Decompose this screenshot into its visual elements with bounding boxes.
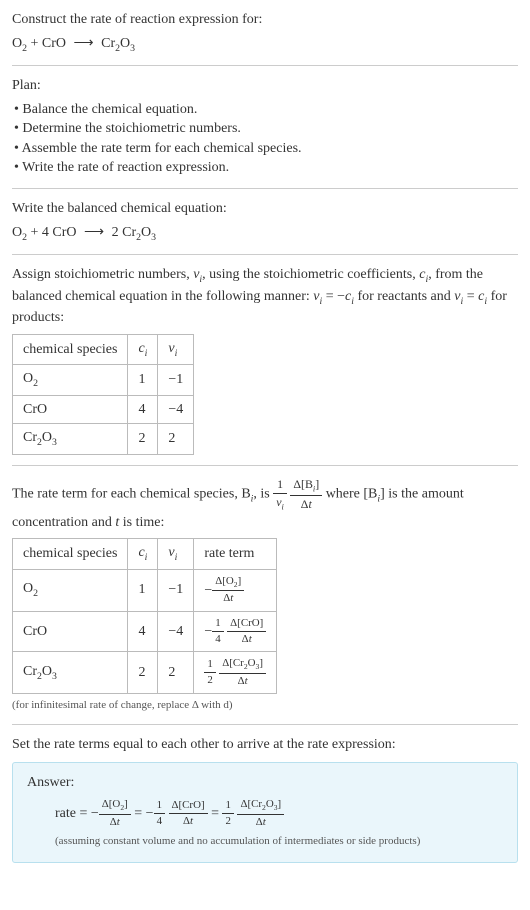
- col-vi: νi: [158, 334, 194, 365]
- col-ci: ci: [128, 334, 158, 365]
- cell-term: −14 Δ[CrO]Δt: [194, 611, 277, 652]
- table-row: O2 1 −1 −Δ[O2]Δt: [13, 569, 277, 611]
- answer-note: (assuming constant volume and no accumul…: [55, 834, 503, 849]
- cell-c: 1: [128, 569, 158, 611]
- rateterm-intro: The rate term for each chemical species,…: [12, 476, 518, 532]
- plan-item: Assemble the rate term for each chemical…: [14, 139, 518, 159]
- answer-label: Answer:: [27, 773, 503, 793]
- cell-v: −1: [158, 365, 194, 396]
- col-rate-term: rate term: [194, 539, 277, 570]
- prompt-text: Construct the rate of reaction expressio…: [12, 10, 518, 30]
- cell-v: −4: [158, 395, 194, 424]
- cell-c: 4: [128, 611, 158, 652]
- stoich-intro: Assign stoichiometric numbers, νi, using…: [12, 265, 518, 328]
- cell-c: 2: [128, 652, 158, 694]
- cell-term: 12 Δ[Cr2O3]Δt: [194, 652, 277, 694]
- plan-section: Plan: Balance the chemical equation. Det…: [12, 76, 518, 178]
- plan-list: Balance the chemical equation. Determine…: [12, 100, 518, 178]
- divider: [12, 254, 518, 255]
- cell-species: CrO: [13, 611, 128, 652]
- prompt-section: Construct the rate of reaction expressio…: [12, 10, 518, 55]
- cell-v: 2: [158, 652, 194, 694]
- col-species: chemical species: [13, 539, 128, 570]
- cell-species: Cr2O3: [13, 424, 128, 455]
- table-row: O2 1 −1: [13, 365, 194, 396]
- rateterm-section: The rate term for each chemical species,…: [12, 476, 518, 714]
- cell-species: O2: [13, 365, 128, 396]
- stoich-table: chemical species ci νi O2 1 −1 CrO 4 −4 …: [12, 334, 194, 455]
- col-ci: ci: [128, 539, 158, 570]
- balanced-section: Write the balanced chemical equation: O2…: [12, 199, 518, 244]
- cell-species: Cr2O3: [13, 652, 128, 694]
- cell-c: 2: [128, 424, 158, 455]
- divider: [12, 188, 518, 189]
- divider: [12, 724, 518, 725]
- cell-term: −Δ[O2]Δt: [194, 569, 277, 611]
- table-header-row: chemical species ci νi rate term: [13, 539, 277, 570]
- answer-equation: rate = −Δ[O2]Δt = −14 Δ[CrO]Δt = 12 Δ[Cr…: [55, 797, 503, 830]
- col-vi: νi: [158, 539, 194, 570]
- cell-v: 2: [158, 424, 194, 455]
- divider: [12, 465, 518, 466]
- table-row: CrO 4 −4: [13, 395, 194, 424]
- table-row: Cr2O3 2 2: [13, 424, 194, 455]
- plan-item: Write the rate of reaction expression.: [14, 158, 518, 178]
- cell-species: O2: [13, 569, 128, 611]
- table-row: CrO 4 −4 −14 Δ[CrO]Δt: [13, 611, 277, 652]
- cell-v: −4: [158, 611, 194, 652]
- plan-item: Determine the stoichiometric numbers.: [14, 119, 518, 139]
- divider: [12, 65, 518, 66]
- rateterm-table: chemical species ci νi rate term O2 1 −1…: [12, 538, 277, 694]
- col-species: chemical species: [13, 334, 128, 365]
- table-header-row: chemical species ci νi: [13, 334, 194, 365]
- final-section: Set the rate terms equal to each other t…: [12, 735, 518, 863]
- table-row: Cr2O3 2 2 12 Δ[Cr2O3]Δt: [13, 652, 277, 694]
- cell-c: 1: [128, 365, 158, 396]
- stoich-section: Assign stoichiometric numbers, νi, using…: [12, 265, 518, 455]
- balanced-intro: Write the balanced chemical equation:: [12, 199, 518, 219]
- cell-v: −1: [158, 569, 194, 611]
- answer-box: Answer: rate = −Δ[O2]Δt = −14 Δ[CrO]Δt =…: [12, 762, 518, 862]
- cell-c: 4: [128, 395, 158, 424]
- cell-species: CrO: [13, 395, 128, 424]
- unbalanced-equation: O2 + CrO ⟶ Cr2O3: [12, 34, 518, 56]
- balanced-equation: O2 + 4 CrO ⟶ 2 Cr2O3: [12, 223, 518, 245]
- plan-title: Plan:: [12, 76, 518, 96]
- final-intro: Set the rate terms equal to each other t…: [12, 735, 518, 755]
- rateterm-footnote: (for infinitesimal rate of change, repla…: [12, 698, 518, 713]
- plan-item: Balance the chemical equation.: [14, 100, 518, 120]
